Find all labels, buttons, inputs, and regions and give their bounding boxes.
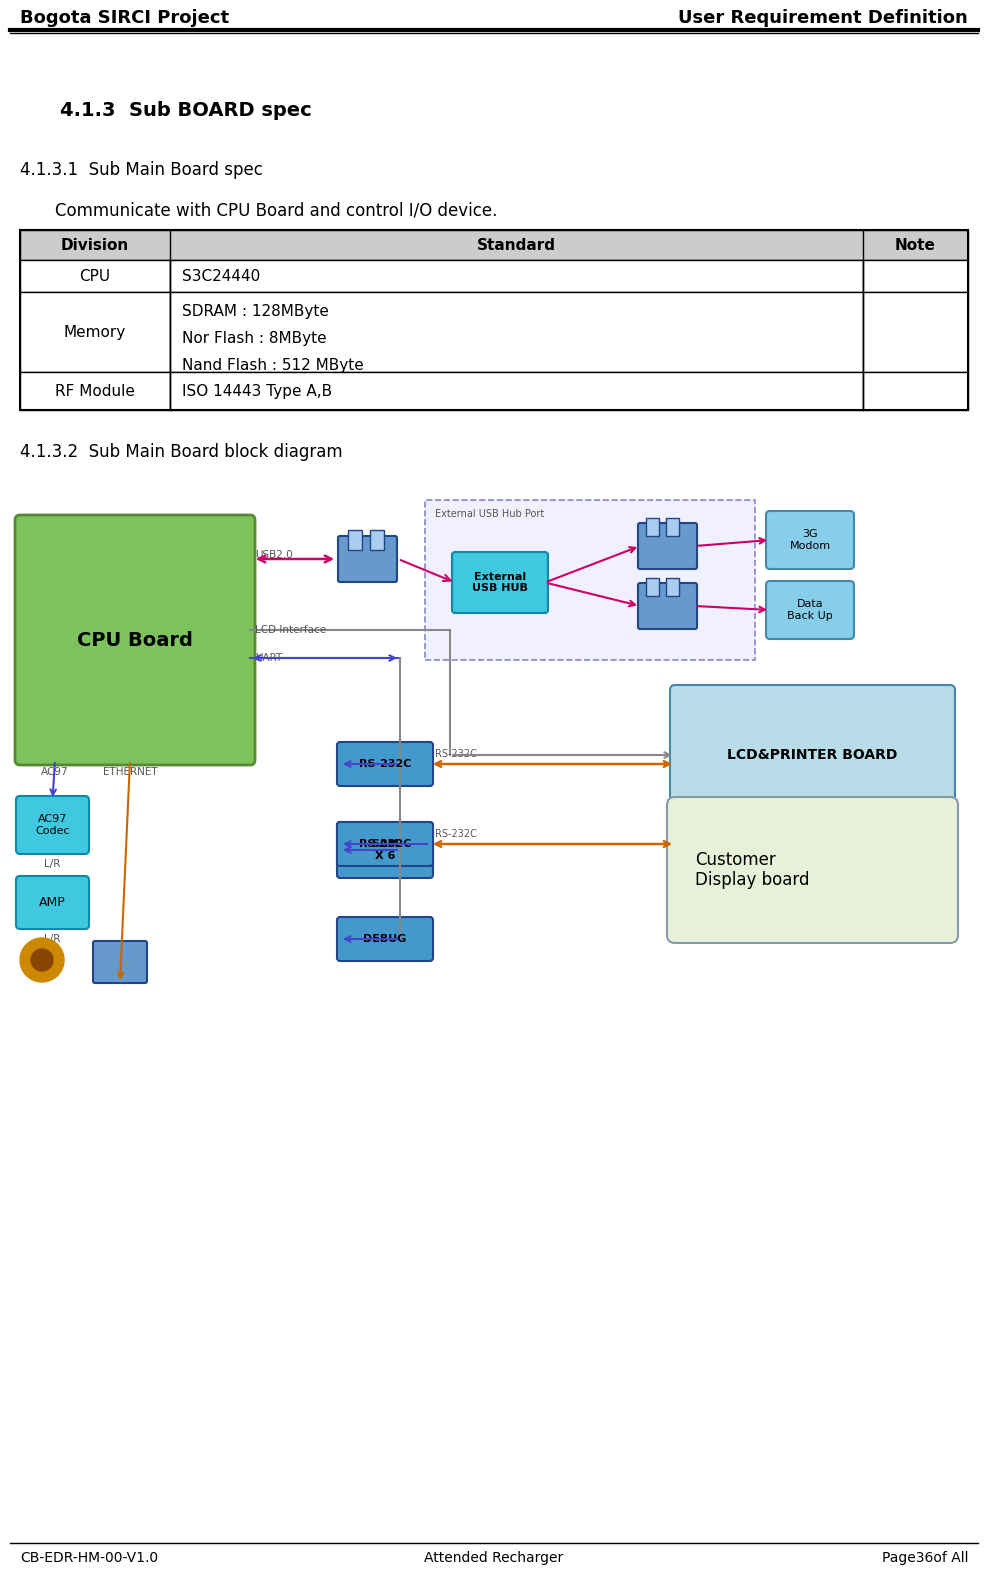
Text: ISO 14443 Type A,B: ISO 14443 Type A,B bbox=[182, 383, 332, 399]
Text: L/R: L/R bbox=[44, 859, 60, 868]
Text: External USB Hub Port: External USB Hub Port bbox=[435, 509, 544, 519]
FancyBboxPatch shape bbox=[93, 941, 147, 983]
Text: Bogota SIRCI Project: Bogota SIRCI Project bbox=[20, 9, 229, 27]
Circle shape bbox=[20, 938, 64, 982]
Text: RS-232C: RS-232C bbox=[359, 838, 411, 849]
Bar bbox=[20, 230, 968, 410]
Text: CPU Board: CPU Board bbox=[77, 630, 193, 649]
Text: RS-232C: RS-232C bbox=[435, 749, 477, 760]
Bar bbox=[863, 260, 968, 292]
Text: Standard: Standard bbox=[477, 238, 556, 252]
Text: RS-232C: RS-232C bbox=[359, 760, 411, 769]
Text: DEBUG: DEBUG bbox=[364, 935, 407, 944]
Bar bbox=[646, 519, 659, 536]
Text: 4.1.3.1  Sub Main Board spec: 4.1.3.1 Sub Main Board spec bbox=[20, 161, 263, 180]
Text: External
USB HUB: External USB HUB bbox=[472, 572, 528, 593]
Text: Data
Back Up: Data Back Up bbox=[787, 599, 833, 621]
Text: Nor Flash : 8MByte: Nor Flash : 8MByte bbox=[182, 331, 327, 345]
Bar bbox=[863, 292, 968, 372]
Text: Communicate with CPU Board and control I/O device.: Communicate with CPU Board and control I… bbox=[55, 202, 497, 219]
Text: Nand Flash : 512 MByte: Nand Flash : 512 MByte bbox=[182, 358, 364, 372]
Bar bbox=[20, 372, 170, 410]
FancyBboxPatch shape bbox=[766, 511, 854, 569]
Bar bbox=[20, 230, 968, 260]
FancyBboxPatch shape bbox=[670, 686, 955, 824]
Bar bbox=[666, 578, 679, 596]
Bar bbox=[370, 530, 384, 550]
Text: ETHERNET: ETHERNET bbox=[103, 768, 157, 777]
Bar bbox=[425, 500, 755, 660]
Text: CPU: CPU bbox=[79, 268, 111, 284]
FancyBboxPatch shape bbox=[338, 536, 397, 582]
Bar bbox=[348, 530, 362, 550]
FancyBboxPatch shape bbox=[15, 515, 255, 764]
Text: Note: Note bbox=[895, 238, 936, 252]
FancyBboxPatch shape bbox=[16, 876, 89, 928]
Text: SDRAM : 128MByte: SDRAM : 128MByte bbox=[182, 304, 329, 320]
Text: Customer
Display board: Customer Display board bbox=[695, 851, 809, 889]
Text: UART: UART bbox=[255, 652, 283, 663]
FancyBboxPatch shape bbox=[452, 552, 548, 613]
Text: RF Module: RF Module bbox=[55, 383, 135, 399]
FancyBboxPatch shape bbox=[337, 823, 433, 865]
FancyBboxPatch shape bbox=[638, 583, 697, 629]
Text: 4.1.3.2  Sub Main Board block diagram: 4.1.3.2 Sub Main Board block diagram bbox=[20, 443, 343, 462]
Bar bbox=[170, 372, 863, 410]
Bar bbox=[170, 260, 863, 292]
Circle shape bbox=[31, 949, 53, 971]
Text: SAM
X 6: SAM X 6 bbox=[371, 838, 399, 860]
FancyBboxPatch shape bbox=[16, 796, 89, 854]
Text: AMP: AMP bbox=[40, 897, 66, 909]
Text: CB-EDR-HM-00-V1.0: CB-EDR-HM-00-V1.0 bbox=[20, 1551, 158, 1565]
Text: RS-232C: RS-232C bbox=[435, 829, 477, 838]
Bar bbox=[170, 292, 863, 372]
FancyBboxPatch shape bbox=[667, 797, 958, 942]
Text: S3C24440: S3C24440 bbox=[182, 268, 260, 284]
Text: User Requirement Definition: User Requirement Definition bbox=[678, 9, 968, 27]
Text: Page36of All: Page36of All bbox=[881, 1551, 968, 1565]
FancyBboxPatch shape bbox=[766, 582, 854, 638]
Bar bbox=[863, 372, 968, 410]
Text: AC97
Codec: AC97 Codec bbox=[36, 815, 70, 835]
Text: Memory: Memory bbox=[64, 325, 126, 339]
FancyBboxPatch shape bbox=[638, 523, 697, 569]
Text: L/R: L/R bbox=[44, 935, 60, 944]
Bar bbox=[646, 578, 659, 596]
FancyBboxPatch shape bbox=[337, 917, 433, 961]
FancyBboxPatch shape bbox=[337, 823, 433, 878]
Text: LCD&PRINTER BOARD: LCD&PRINTER BOARD bbox=[727, 749, 898, 763]
Bar bbox=[20, 260, 170, 292]
Text: AC97: AC97 bbox=[41, 768, 69, 777]
FancyBboxPatch shape bbox=[337, 742, 433, 786]
Text: Attended Recharger: Attended Recharger bbox=[425, 1551, 563, 1565]
Bar bbox=[666, 519, 679, 536]
Text: USB2.0: USB2.0 bbox=[255, 550, 292, 559]
Text: 4.1.3  Sub BOARD spec: 4.1.3 Sub BOARD spec bbox=[60, 101, 312, 120]
Text: Division: Division bbox=[61, 238, 129, 252]
Text: LCD Interface: LCD Interface bbox=[255, 626, 326, 635]
Bar bbox=[20, 292, 170, 372]
Text: 3G
Modom: 3G Modom bbox=[789, 530, 831, 550]
